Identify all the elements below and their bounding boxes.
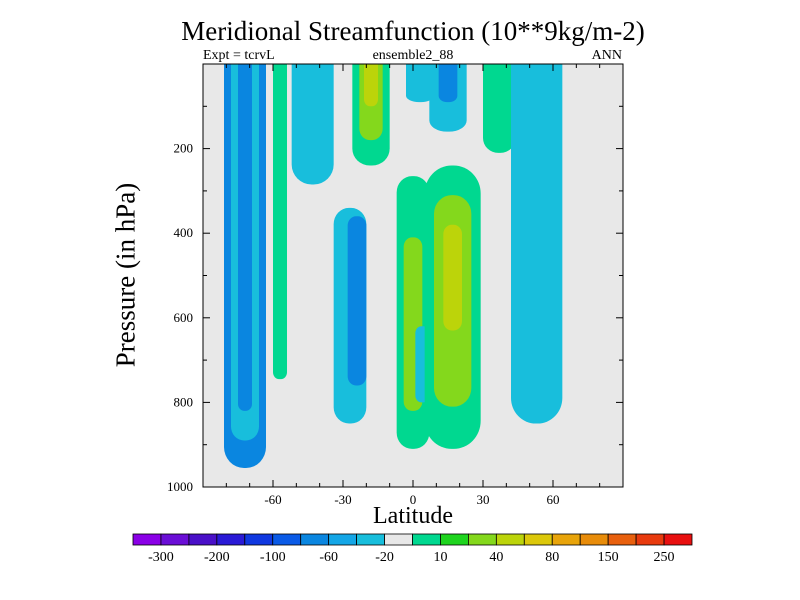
contour-cell-22 — [529, 283, 544, 369]
y-tick-label: 1000 — [167, 479, 193, 494]
experiment-label: Expt = tcrvL — [203, 48, 275, 63]
colorbar-swatch — [384, 533, 413, 546]
x-tick-label: -30 — [334, 492, 351, 507]
colorbar-swatch — [412, 533, 441, 546]
contour-cell-2 — [238, 64, 252, 411]
contour-cell-20 — [483, 64, 516, 153]
y-tick-label: 600 — [174, 310, 194, 325]
colorbar-swatch — [300, 533, 330, 546]
contour-cell-5 — [291, 64, 334, 185]
x-tick-label: 0 — [410, 492, 417, 507]
colorbar-label: 80 — [545, 550, 559, 565]
colorbar-swatch — [244, 533, 274, 546]
y-tick-label: 200 — [174, 141, 194, 156]
contour-cell-10 — [364, 64, 378, 107]
ensemble-label: ensemble2_88 — [372, 48, 454, 63]
colorbar-swatch — [523, 533, 553, 546]
colorbar-swatch — [579, 533, 609, 546]
colorbar-swatch — [635, 533, 665, 546]
x-axis-label: Latitude — [373, 503, 453, 529]
colorbar-label: -60 — [319, 550, 338, 565]
colorbar-label: -300 — [148, 550, 174, 565]
contour-cells — [224, 64, 563, 468]
colorbar-swatch — [328, 533, 357, 546]
y-axis-label: Pressure (in hPa) — [110, 182, 141, 368]
colorbar-label: 40 — [489, 550, 503, 565]
colorbar-label: 10 — [433, 550, 447, 565]
colorbar-swatch — [160, 533, 190, 546]
colorbar-label: 250 — [654, 550, 675, 565]
contour-cell-21 — [511, 64, 563, 424]
contour-cell-14 — [406, 64, 434, 103]
colorbar-swatch — [132, 533, 162, 546]
colorbar-swatch — [607, 533, 637, 546]
contour-cell-4 — [273, 148, 287, 380]
colorbar-label: 150 — [598, 550, 619, 565]
colorbar-swatch — [663, 533, 693, 546]
colorbar-label: -20 — [375, 550, 394, 565]
y-tick-label: 400 — [174, 225, 194, 240]
season-label: ANN — [591, 48, 622, 63]
contour-cell-19 — [438, 64, 458, 103]
contour-cell-17 — [443, 224, 462, 331]
colorbar-swatch — [495, 533, 525, 546]
x-tick-label: 60 — [547, 492, 560, 507]
chart-title: Meridional Streamfunction (10**9kg/m-2) — [181, 16, 645, 46]
colorbar-swatch — [467, 533, 497, 546]
colorbar-swatch — [272, 533, 302, 546]
x-tick-label: 30 — [477, 492, 490, 507]
colorbar-label: -200 — [204, 550, 230, 565]
colorbar-label: -100 — [260, 550, 286, 565]
colorbar-swatch — [551, 533, 581, 546]
colorbar-swatch — [440, 533, 469, 546]
colorbar-swatch — [216, 533, 246, 546]
colorbar-swatch — [356, 533, 385, 546]
y-tick-label: 800 — [174, 394, 194, 409]
colorbar-swatch — [188, 533, 218, 546]
x-tick-label: -60 — [264, 492, 281, 507]
contour-cell-7 — [347, 216, 367, 386]
